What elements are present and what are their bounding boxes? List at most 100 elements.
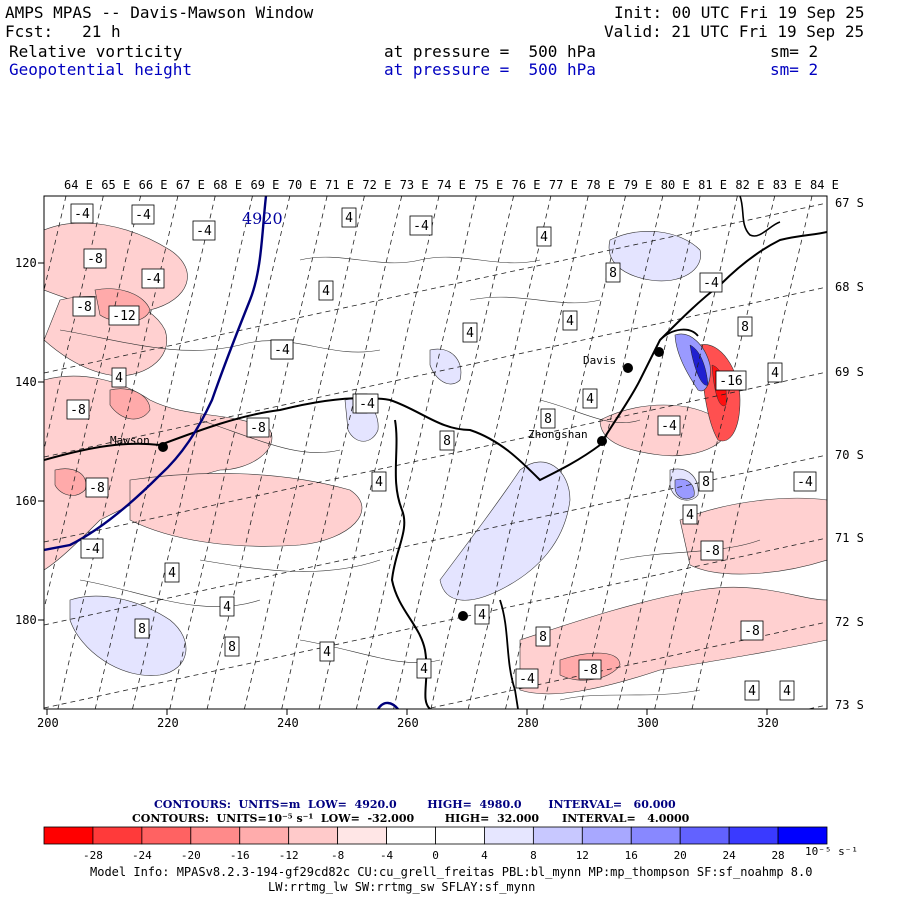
colorbar-labels: -28 -24 -20 -16 -12 -8 -4 0 4 8 12 16 20 24 28 10⁻⁵ s⁻¹ bbox=[83, 845, 858, 862]
longitude-label: 77 E bbox=[549, 178, 578, 192]
vorticity-value-label: 4 bbox=[744, 680, 760, 701]
colorbar-tick-label: 8 bbox=[530, 849, 537, 862]
y-axis-ticks: 120 140 160 180 bbox=[15, 256, 44, 627]
latitude-label: 72 S bbox=[835, 615, 864, 629]
longitude-label: 74 E bbox=[437, 178, 466, 192]
latitude-label: 67 S bbox=[835, 196, 864, 210]
longitude-label: 72 E bbox=[362, 178, 391, 192]
vorticity-value-label: 4 bbox=[318, 280, 334, 301]
vorticity-value-label: -8 bbox=[246, 417, 270, 438]
x-tick-label: 220 bbox=[157, 716, 179, 730]
vorticity-value-label: 4 bbox=[416, 658, 432, 679]
colorbar-swatch bbox=[484, 826, 534, 845]
vorticity-value-label: 8 bbox=[134, 618, 150, 639]
vorticity-value-label: -12 bbox=[108, 305, 140, 326]
vorticity-value-label: -4 bbox=[141, 268, 165, 289]
svg-text:-12: -12 bbox=[112, 309, 135, 324]
longitude-label: 78 E bbox=[586, 178, 615, 192]
svg-text:4: 4 bbox=[748, 684, 756, 699]
longitude-label: 82 E bbox=[735, 178, 764, 192]
longitude-label: 73 E bbox=[400, 178, 429, 192]
stations: Mawson Davis Zhongshan bbox=[110, 347, 664, 621]
longitude-label: 64 E bbox=[64, 178, 93, 192]
map-fields: 4920 -4 -4 -4 4 -4 4 8 -8 -4 -8 -12 4 4 4 -4 4 8 4 -4 -8 -8 8… bbox=[44, 196, 827, 709]
colorbar-swatch bbox=[435, 826, 485, 845]
svg-text:-4: -4 bbox=[74, 207, 90, 222]
vorticity-value-label: 4 bbox=[219, 596, 235, 617]
vorticity-value-label: -8 bbox=[578, 659, 602, 680]
colorbar-tick-label: 4 bbox=[481, 849, 488, 862]
colorbar-swatch bbox=[630, 826, 681, 845]
svg-text:8: 8 bbox=[609, 266, 617, 281]
station-marker bbox=[158, 442, 168, 452]
longitude-label: 81 E bbox=[698, 178, 727, 192]
station-label: Zhongshan bbox=[528, 428, 588, 441]
colorbar-swatch bbox=[532, 826, 583, 845]
vorticity-value-label: -4 bbox=[515, 668, 539, 689]
y-tick-label: 160 bbox=[15, 494, 37, 508]
vorticity-value-label: -4 bbox=[131, 204, 155, 225]
vorticity-value-label: 8 bbox=[439, 430, 455, 451]
vorticity-labels: -4 -4 -4 4 -4 4 8 -8 -4 -8 -12 4 4 4 -4 4 8 4 -4 -8 -8 8 8 4 -4 -… bbox=[66, 203, 817, 701]
svg-text:8: 8 bbox=[228, 640, 236, 655]
vorticity-value-label: -4 bbox=[409, 215, 433, 236]
svg-text:8: 8 bbox=[741, 320, 749, 335]
vorticity-value-label: 8 bbox=[698, 471, 714, 492]
vorticity-value-label: 8 bbox=[605, 262, 621, 283]
colorbar-tick-label: -4 bbox=[380, 849, 394, 862]
vorticity-value-label: 4 bbox=[767, 362, 783, 383]
vorticity-value-label: -8 bbox=[66, 399, 90, 420]
colorbar-swatch bbox=[92, 826, 143, 845]
svg-text:-4: -4 bbox=[196, 224, 212, 239]
svg-text:-4: -4 bbox=[359, 397, 375, 412]
svg-text:-8: -8 bbox=[89, 481, 105, 496]
height-contour-info: CONTOURS: UNITS=m LOW= 4920.0 HIGH= 4980… bbox=[154, 798, 676, 811]
vorticity-value-label: 4 bbox=[536, 226, 552, 247]
vorticity-value-label: 8 bbox=[224, 636, 240, 657]
vorticity-value-label: -16 bbox=[715, 370, 747, 391]
svg-text:-4: -4 bbox=[145, 272, 161, 287]
longitude-labels: 64 E 65 E 66 E 67 E 68 E 69 E 70 E 71 E 72 E 73 E… bbox=[64, 178, 839, 192]
colorbar-swatch bbox=[386, 826, 436, 845]
colorbar-tick-label: 20 bbox=[674, 849, 687, 862]
svg-text:4: 4 bbox=[323, 645, 331, 660]
svg-text:4: 4 bbox=[783, 684, 791, 699]
svg-text:-4: -4 bbox=[135, 208, 151, 223]
colorbar-tick-label: 28 bbox=[771, 849, 784, 862]
station-marker bbox=[458, 611, 468, 621]
svg-text:-4: -4 bbox=[703, 276, 719, 291]
vorticity-value-label: 4 bbox=[371, 471, 387, 492]
station-marker bbox=[623, 363, 633, 373]
colorbar-swatch bbox=[141, 826, 192, 845]
colorbar-tick-label: -12 bbox=[279, 849, 299, 862]
field2-smoothing: sm= 2 bbox=[770, 60, 819, 79]
vorticity-value-label: -4 bbox=[70, 203, 94, 224]
vorticity-value-label: -4 bbox=[355, 393, 379, 414]
x-tick-label: 240 bbox=[277, 716, 299, 730]
longitude-label: 76 E bbox=[512, 178, 541, 192]
svg-text:4: 4 bbox=[420, 662, 428, 677]
colorbar-tick-label: -24 bbox=[132, 849, 152, 862]
vorticity-value-label: 8 bbox=[737, 316, 753, 337]
latitude-label: 71 S bbox=[835, 531, 864, 545]
vorticity-min-core bbox=[689, 344, 709, 386]
colorbar-swatch bbox=[679, 826, 730, 845]
vorticity-value-label: -8 bbox=[83, 248, 107, 269]
svg-text:8: 8 bbox=[138, 622, 146, 637]
x-axis-ticks: 200 220 240 260 280 300 320 bbox=[37, 709, 779, 730]
colorbar-tick-label: 24 bbox=[723, 849, 737, 862]
colorbar-swatch bbox=[190, 826, 241, 845]
latitude-label: 68 S bbox=[835, 280, 864, 294]
x-tick-label: 200 bbox=[37, 716, 59, 730]
model-info: Model Info: MPASv8.2.3-194-gf29cd82c CU:… bbox=[90, 865, 813, 879]
svg-text:-8: -8 bbox=[87, 252, 103, 267]
chart-title: AMPS MPAS -- Davis-Mawson Window bbox=[5, 3, 314, 22]
field2-name: Geopotential height bbox=[9, 60, 193, 79]
colorbar-tick-label: -16 bbox=[230, 849, 250, 862]
x-tick-label: 260 bbox=[397, 716, 419, 730]
svg-text:-8: -8 bbox=[76, 300, 92, 315]
colorbar-tick-label: 12 bbox=[576, 849, 589, 862]
vorticity-value-label: 8 bbox=[535, 626, 551, 647]
vorticity-value-label: -4 bbox=[270, 339, 294, 360]
